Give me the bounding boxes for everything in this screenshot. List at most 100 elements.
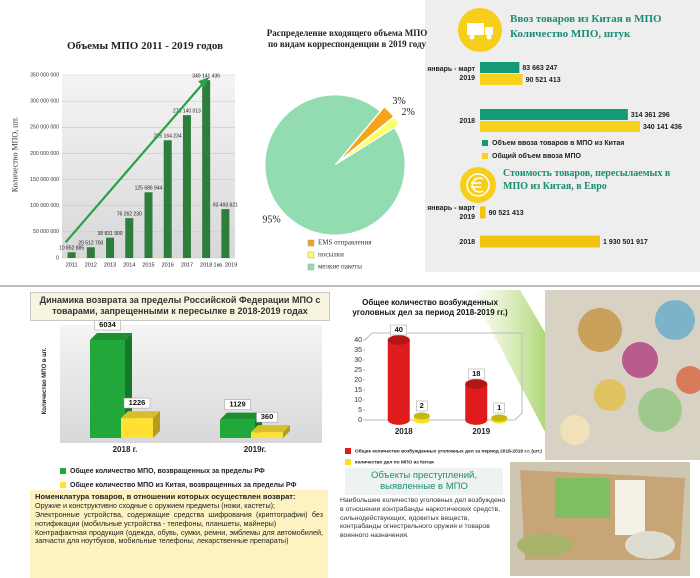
bar-front [90, 340, 125, 438]
legend-swatch [482, 153, 488, 159]
x-tick-label: 2012 [85, 262, 97, 268]
bar [221, 209, 230, 258]
value-label: 340 141 436 [192, 73, 220, 79]
y-tick-label: 350 000 000 [30, 72, 59, 78]
bar-top [121, 411, 160, 419]
legend-swatch [482, 140, 488, 146]
x-tick-label: 2019 [472, 427, 490, 436]
bar-top [491, 414, 508, 422]
bar-base [465, 415, 488, 425]
value-label-box [468, 368, 485, 380]
legend-label: мелкие пакеты [318, 263, 362, 271]
legend-label: Общий объем ввоза МПО [492, 152, 582, 160]
bar [121, 411, 160, 438]
bar [480, 235, 600, 248]
bar [202, 80, 211, 258]
value-label-box [493, 402, 505, 414]
legend-swatch [345, 459, 351, 465]
value-label: 6034 [99, 320, 117, 329]
x-tick-label: 2015 [142, 262, 154, 268]
x-tick-label: 2013 [104, 262, 116, 268]
y-tick-label: 35 [354, 347, 362, 354]
y-tick-label: 15 [354, 387, 362, 394]
bar-top [387, 335, 410, 345]
euro-icon [460, 167, 496, 203]
y-tick-label: 5 [358, 407, 362, 414]
chart-title: Объемы МПО 2011 - 2019 годов [66, 40, 224, 52]
y-tick-label: январь - март 2019 [427, 66, 475, 82]
chart-title: Общее количество возбужденных уголовных … [352, 298, 508, 318]
chart-title: Распределение входящего объема МПО по ви… [266, 28, 428, 50]
y-tick-label: 0 [358, 417, 362, 424]
value-label: 1 930 501 917 [603, 239, 648, 246]
x-tick-label: 2018 [200, 262, 212, 268]
nomenclature: Номенклатура товаров, в отношении которы… [30, 490, 328, 578]
value-label-box [416, 400, 428, 412]
legend-label: EMS отправления [318, 239, 372, 247]
bar-top [90, 333, 132, 340]
y-tick-label: 150 000 000 [30, 177, 59, 183]
value-label: 340 141 436 [643, 124, 682, 131]
y-tick-label: 100 000 000 [30, 203, 59, 209]
y-tick-label: 10 [354, 397, 362, 404]
bar-top [413, 412, 430, 420]
x-tick-label: 2019г. [244, 445, 267, 454]
value-label: 83 663 247 [522, 65, 557, 72]
bar-front [121, 418, 153, 438]
bar-side [283, 425, 290, 438]
value-label-box [390, 324, 407, 336]
legend-swatch [307, 239, 315, 247]
value-label-box [256, 411, 278, 423]
bar-body [387, 340, 410, 420]
bar [480, 62, 520, 73]
y-tick-label: 30 [354, 357, 362, 364]
bar-front [251, 432, 283, 438]
bar-side [153, 411, 160, 438]
bar [387, 335, 410, 425]
crimes-text: Наибольшее количество уголовных дел возб… [340, 497, 506, 540]
y-axis-label: Количество МПО, шт. [10, 116, 20, 193]
value-label: 1129 [229, 400, 245, 409]
value-label: 273 140 013 [173, 109, 201, 115]
bar [480, 206, 486, 219]
value-label: 1 [497, 403, 501, 412]
value-label: 314 361 296 [631, 112, 670, 119]
x-tick-label: 2011 [66, 262, 78, 268]
legend-swatch [345, 448, 351, 454]
bar-body [465, 384, 488, 420]
value-label: 38 831 900 [98, 231, 123, 237]
value-label-box [224, 399, 251, 410]
pie-slice [339, 116, 400, 162]
trend-arrow [64, 81, 205, 244]
bar-top [220, 412, 262, 420]
y-tick-label: 2018 [459, 238, 475, 246]
legend-swatch [60, 482, 66, 488]
photo [510, 290, 700, 576]
bar [465, 379, 488, 425]
value-label: 18 [472, 369, 480, 378]
legend-label: Общее количество МПО из Китая, возвращен… [70, 481, 296, 489]
x-tick-label: 2018 [395, 427, 413, 436]
bar [491, 414, 508, 424]
legend-swatch [307, 251, 315, 259]
x-tick-label: 2017 [181, 262, 193, 268]
y-axis-label: Количество МПО в шт. [42, 347, 48, 415]
nomenclature-item: Оружие и конструктивно сходные с оружием… [35, 501, 276, 511]
nomenclature-title: Номенклатура товаров, в отношении которы… [35, 492, 296, 501]
y-tick-label: январь - март 2019 [427, 205, 475, 221]
pie-slice [338, 106, 395, 162]
bar [67, 252, 76, 258]
legend-label: посылки [318, 251, 344, 259]
bar [182, 115, 191, 258]
bar-top [251, 425, 290, 433]
value-label: 2 [420, 401, 424, 410]
chart-title: Ввоз товаров из Китая в МПО Количество М… [510, 13, 662, 40]
value-label: 90 521 413 [489, 210, 524, 217]
bar [480, 74, 523, 85]
bar-base [387, 415, 410, 425]
legend-label: Объем ввоза товаров в МПО из Китая [492, 139, 624, 147]
